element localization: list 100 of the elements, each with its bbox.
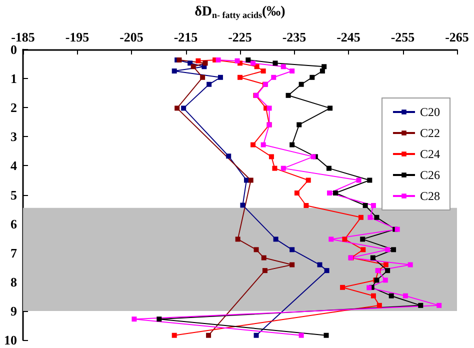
x-tick-label: -185: [11, 30, 36, 44]
point: [250, 142, 256, 148]
point: [254, 332, 259, 338]
point: [370, 293, 376, 298]
point: [320, 68, 325, 74]
point: [324, 268, 330, 274]
point: [294, 190, 300, 196]
point: [172, 332, 177, 338]
point: [362, 203, 368, 208]
point: [367, 178, 372, 183]
x-tick-label: -265: [445, 30, 470, 44]
point: [196, 58, 201, 64]
point: [280, 166, 286, 171]
y-tick-label: 4: [10, 158, 18, 174]
point: [326, 166, 332, 171]
point: [260, 142, 266, 148]
point: [360, 247, 366, 252]
point: [328, 106, 333, 111]
point: [368, 214, 373, 220]
point: [216, 57, 221, 62]
point: [200, 74, 206, 80]
x-tick-label: -235: [282, 30, 307, 44]
point: [248, 178, 254, 183]
point: [324, 332, 329, 338]
y-tick-label: 9: [10, 303, 18, 318]
point: [286, 92, 291, 98]
point: [296, 122, 302, 128]
x-tick-label: -255: [390, 30, 416, 44]
point: [206, 82, 212, 87]
point: [298, 82, 304, 87]
y-tick-label: 5: [10, 187, 18, 202]
point: [262, 268, 268, 274]
point: [238, 74, 242, 80]
point: [261, 255, 266, 260]
y-tick-label: 3: [10, 129, 18, 144]
point: [181, 106, 186, 111]
legend-label: C22: [420, 126, 440, 140]
point: [268, 154, 274, 160]
x-tick-label: -245: [336, 30, 361, 44]
y-tick-label: 1: [10, 71, 17, 86]
point: [234, 58, 240, 64]
y-tick-label: 10: [4, 332, 17, 348]
y-tick-label: 8: [10, 274, 18, 290]
point: [290, 68, 295, 74]
point: [436, 302, 442, 308]
point: [280, 64, 286, 70]
point: [250, 60, 256, 66]
point: [290, 142, 295, 148]
point: [156, 316, 162, 322]
point: [271, 74, 276, 80]
point: [272, 60, 278, 66]
point: [342, 236, 348, 242]
point: [332, 190, 338, 196]
point: [418, 302, 424, 308]
point: [370, 255, 376, 260]
point: [306, 178, 311, 183]
x-tick-label: -215: [174, 30, 198, 44]
point: [402, 293, 408, 298]
y-tick-label: 0: [10, 42, 17, 57]
point: [370, 203, 376, 208]
point: [385, 247, 390, 252]
point: [240, 202, 246, 208]
point: [132, 316, 137, 322]
y-tick-label: 7: [10, 245, 18, 260]
point: [382, 278, 388, 283]
x-tick-label: -205: [120, 30, 144, 44]
point: [235, 236, 240, 242]
point: [340, 284, 346, 290]
point: [310, 74, 315, 80]
point: [188, 60, 193, 66]
point: [327, 190, 332, 196]
point: [388, 293, 394, 298]
point: [322, 64, 327, 70]
point: [254, 247, 259, 252]
point: [366, 285, 372, 290]
point: [358, 214, 364, 220]
point: [298, 332, 304, 338]
point: [290, 247, 295, 252]
point: [317, 262, 322, 268]
x-tick-label: -225: [228, 30, 252, 44]
point: [383, 262, 388, 268]
point: [202, 60, 208, 66]
point: [260, 68, 266, 74]
y-tick-label: 2: [10, 100, 17, 116]
point: [246, 57, 251, 62]
x-tick-label: -195: [65, 30, 90, 44]
point: [356, 178, 362, 183]
point: [290, 262, 295, 268]
point: [360, 236, 366, 242]
legend-label: C28: [420, 189, 440, 203]
point: [172, 68, 177, 74]
point: [244, 178, 250, 183]
point: [385, 268, 390, 274]
legend-label: C20: [420, 105, 440, 119]
legend-label: C26: [420, 168, 440, 182]
point: [226, 154, 232, 159]
point: [174, 106, 180, 111]
point: [391, 247, 396, 252]
point: [304, 203, 309, 208]
point: [273, 236, 278, 242]
